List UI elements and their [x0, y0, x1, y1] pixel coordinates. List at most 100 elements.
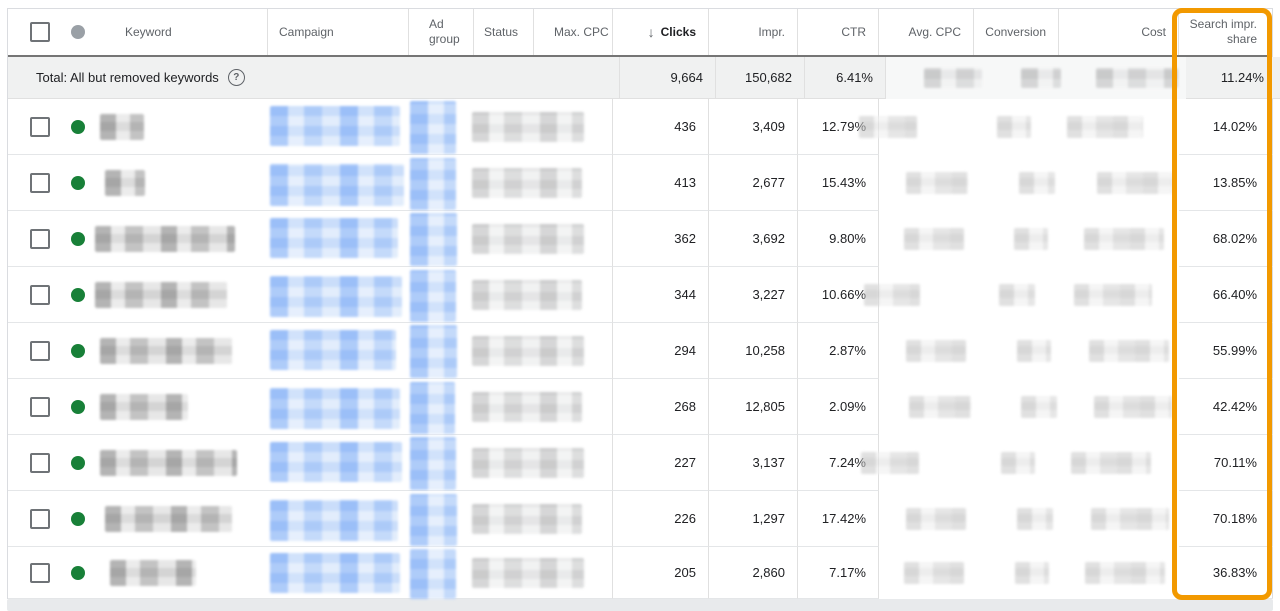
redacted-campaign	[270, 106, 400, 146]
campaign-cell	[268, 435, 409, 491]
redacted-metrics	[879, 491, 1179, 547]
ctr-cell: 15.43%	[798, 155, 879, 211]
ctr-cell: 17.42%	[798, 491, 879, 547]
status-cell	[472, 211, 584, 267]
row-checkbox[interactable]	[30, 562, 50, 583]
max-cpc-cell	[534, 323, 613, 379]
row-checkbox[interactable]	[30, 508, 50, 529]
clicks-cell: 227	[613, 435, 709, 491]
select-all-checkbox[interactable]	[30, 22, 50, 42]
column-header-search-impr-share[interactable]: Search impr. share	[1189, 17, 1257, 46]
campaign-cell	[268, 211, 409, 267]
status-enabled-dot	[71, 119, 85, 134]
status-cell	[472, 99, 584, 155]
redacted-metrics	[879, 323, 1179, 379]
keyword-cell	[8, 99, 268, 155]
row-checkbox[interactable]	[30, 452, 50, 473]
redacted-conversion	[1021, 68, 1061, 88]
redacted-status	[472, 112, 584, 142]
row-checkbox[interactable]	[30, 116, 50, 137]
column-header-conversion[interactable]: Conversion	[974, 9, 1059, 55]
campaign-cell	[268, 547, 409, 599]
redacted-keyword	[100, 114, 144, 140]
redacted-metrics	[864, 267, 1179, 323]
total-label-cell: Total: All but removed keywords ?	[8, 57, 620, 99]
sort-descending-icon: ↓	[647, 24, 655, 40]
redacted-metrics	[879, 379, 1179, 435]
ctr-cell: 2.09%	[798, 379, 879, 435]
keyword-row: 294 10,258 2.87% 55.99%	[8, 323, 1273, 379]
total-search-impr-share: 11.24%	[1186, 57, 1280, 99]
search-impr-share-cell: 14.02%	[1179, 99, 1273, 155]
status-enabled-dot	[71, 565, 85, 580]
max-cpc-cell	[534, 267, 613, 323]
clicks-cell: 205	[613, 547, 709, 599]
keyword-row: 436 3,409 12.79% 14.02%	[8, 99, 1273, 155]
keyword-row: 413 2,677 15.43% 13.85%	[8, 155, 1273, 211]
redacted-ad-group	[410, 101, 456, 154]
impr-cell: 1,297	[709, 491, 798, 547]
max-cpc-cell	[534, 211, 613, 267]
header-separator-line	[8, 55, 1272, 57]
total-impr: 150,682	[716, 57, 805, 99]
row-checkbox[interactable]	[30, 172, 50, 193]
redacted-cost	[1096, 68, 1178, 88]
clicks-cell: 294	[613, 323, 709, 379]
clicks-cell: 226	[613, 491, 709, 547]
search-impr-share-cell: 36.83%	[1179, 547, 1273, 599]
row-checkbox[interactable]	[30, 228, 50, 249]
status-enabled-dot	[71, 455, 85, 470]
ad-group-cell	[409, 491, 474, 547]
keywords-table: Keyword Campaign Ad group Status Max. CP…	[7, 8, 1280, 599]
status-cell	[472, 323, 584, 379]
clicks-cell: 344	[613, 267, 709, 323]
ad-group-cell	[409, 547, 474, 599]
column-header-avg-cpc[interactable]: Avg. CPC	[879, 9, 974, 55]
column-header-max-cpc[interactable]: Max. CPC	[534, 9, 613, 55]
column-header-clicks[interactable]: ↓ Clicks	[613, 9, 709, 55]
row-checkbox[interactable]	[30, 396, 50, 417]
impr-cell: 2,677	[709, 155, 798, 211]
max-cpc-cell	[534, 155, 613, 211]
column-header-cost[interactable]: Cost	[1059, 9, 1179, 55]
status-filter-dot-icon	[71, 25, 85, 39]
column-header-status[interactable]: Status	[474, 9, 534, 55]
status-cell	[472, 547, 584, 599]
row-checkbox[interactable]	[30, 284, 50, 305]
clicks-cell: 268	[613, 379, 709, 435]
keyword-cell	[8, 323, 268, 379]
redacted-avg-cpc	[924, 68, 982, 88]
column-header-ad-group[interactable]: Ad group	[409, 9, 474, 55]
max-cpc-cell	[534, 379, 613, 435]
keyword-row: 362 3,692 9.80% 68.02%	[8, 211, 1273, 267]
ad-group-cell	[409, 323, 474, 379]
column-header-keyword[interactable]: Keyword	[125, 24, 172, 39]
status-cell	[472, 155, 582, 211]
keyword-row: 344 3,227 10.66% 66.40%	[8, 267, 1273, 323]
max-cpc-cell	[534, 547, 613, 599]
ctr-cell: 7.17%	[798, 547, 879, 599]
horizontal-scrollbar[interactable]	[7, 599, 1273, 611]
clicks-cell: 413	[613, 155, 709, 211]
column-header-impr[interactable]: Impr.	[709, 9, 798, 55]
keyword-row: 226 1,297 17.42% 70.18%	[8, 491, 1273, 547]
keyword-row: 227 3,137 7.24% 70.11%	[8, 435, 1273, 491]
redacted-metrics	[879, 547, 1179, 599]
clicks-cell: 362	[613, 211, 709, 267]
status-cell	[472, 267, 582, 323]
ad-group-cell	[409, 211, 474, 267]
status-enabled-dot	[71, 343, 85, 358]
redacted-metrics	[879, 155, 1179, 211]
total-clicks: 9,664	[620, 57, 716, 99]
column-header-campaign[interactable]: Campaign	[268, 9, 409, 55]
campaign-cell	[268, 491, 409, 547]
keyword-cell	[8, 155, 268, 211]
search-impr-share-cell: 70.11%	[1179, 435, 1273, 491]
column-header-ctr[interactable]: CTR	[798, 9, 879, 55]
status-cell	[472, 491, 582, 547]
help-icon[interactable]: ?	[227, 69, 245, 86]
row-checkbox[interactable]	[30, 340, 50, 361]
clicks-cell: 436	[613, 99, 709, 155]
search-impr-share-cell: 42.42%	[1179, 379, 1273, 435]
